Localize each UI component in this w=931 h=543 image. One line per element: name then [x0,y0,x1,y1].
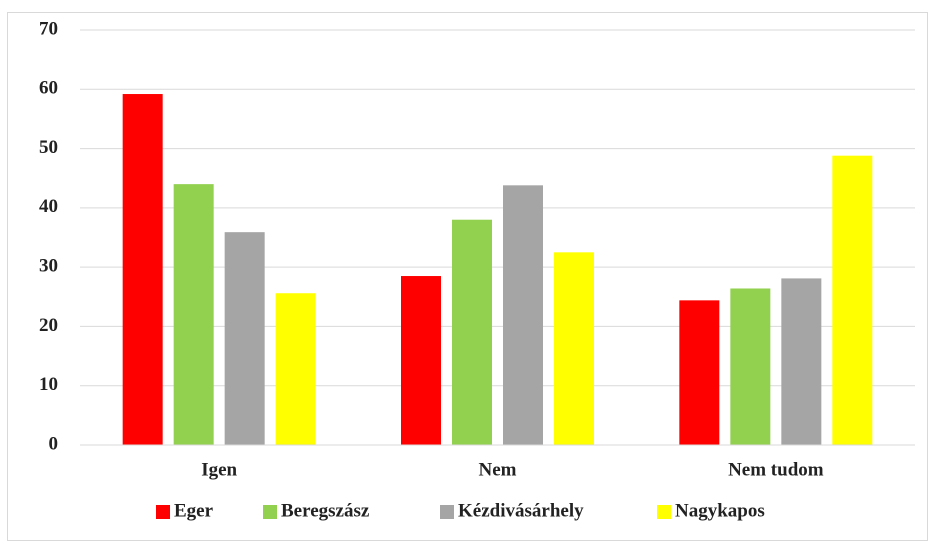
y-tick-label: 40 [39,196,58,217]
y-tick-label: 30 [39,256,58,277]
bar [554,252,594,445]
x-tick-label: Nem [479,459,517,480]
legend-label: Beregszász [281,500,370,521]
legend-label: Nagykapos [675,500,765,521]
bar [122,94,163,446]
bar [730,288,771,445]
bar [401,276,441,445]
legend-label: Kézdivásárhely [458,500,584,521]
bar [452,219,492,445]
bar [224,232,265,445]
y-tick-label: 20 [39,315,58,336]
legend-swatch [263,505,277,519]
legend-label: Eger [174,500,214,521]
x-tick-label: Igen [201,459,237,480]
legend-swatch [657,505,671,519]
bar [275,293,316,445]
y-tick-label: 50 [39,137,58,158]
x-tick-label: Nem tudom [728,459,824,480]
y-tick-label: 10 [39,374,58,395]
bar [832,155,873,445]
bar [503,185,543,446]
chart-border [7,12,928,541]
bar [679,300,720,445]
bar [173,184,214,445]
legend-swatch [440,505,454,519]
y-tick-label: 70 [39,18,58,39]
y-tick-label: 60 [39,78,58,99]
bar [781,278,822,445]
legend-swatch [156,505,170,519]
y-tick-label: 0 [49,433,59,454]
